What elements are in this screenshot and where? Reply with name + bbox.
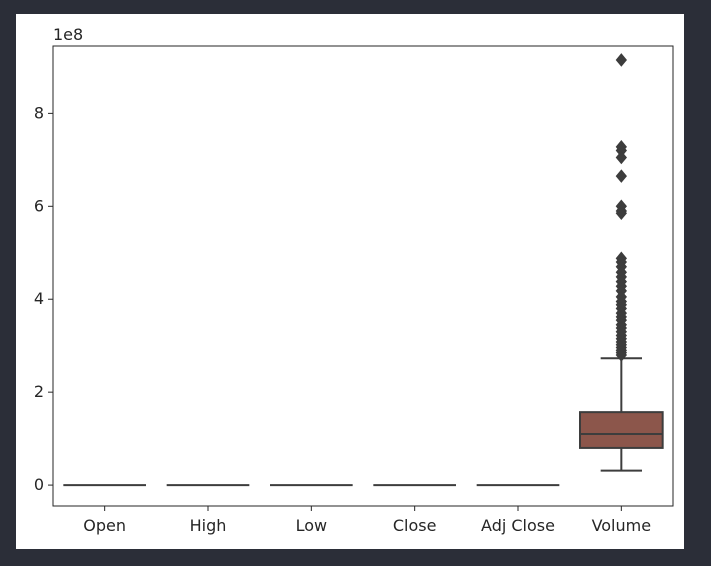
x-tick-label: Volume xyxy=(592,516,652,535)
y-scale-label: 1e8 xyxy=(53,25,83,44)
outlier-point xyxy=(615,53,627,67)
y-tick-label: 0 xyxy=(34,475,44,494)
y-tick-label: 4 xyxy=(34,289,44,308)
y-tick-label: 8 xyxy=(34,103,44,122)
outlier-point xyxy=(615,206,627,221)
x-tick-label: High xyxy=(190,516,227,535)
outlier-point xyxy=(615,348,627,362)
x-tick-label: Low xyxy=(296,516,328,535)
box-plot-chart: 1e8 0 2 4 6 8 Open High Low Close Adj Close Volume xyxy=(34,25,674,535)
box-volume xyxy=(579,53,664,472)
box-iqr xyxy=(579,411,664,449)
outlier-point xyxy=(615,150,627,165)
x-tick-label: Adj Close xyxy=(481,516,555,535)
figure: 1e8 0 2 4 6 8 Open High Low Close Adj Close Volume xyxy=(16,14,684,549)
x-tick-label: Close xyxy=(393,516,437,535)
x-tick-label: Open xyxy=(83,516,126,535)
y-tick-label: 2 xyxy=(34,382,44,401)
outlier-point xyxy=(615,169,627,183)
axes-frame xyxy=(52,45,674,507)
y-tick-label: 6 xyxy=(34,196,44,215)
